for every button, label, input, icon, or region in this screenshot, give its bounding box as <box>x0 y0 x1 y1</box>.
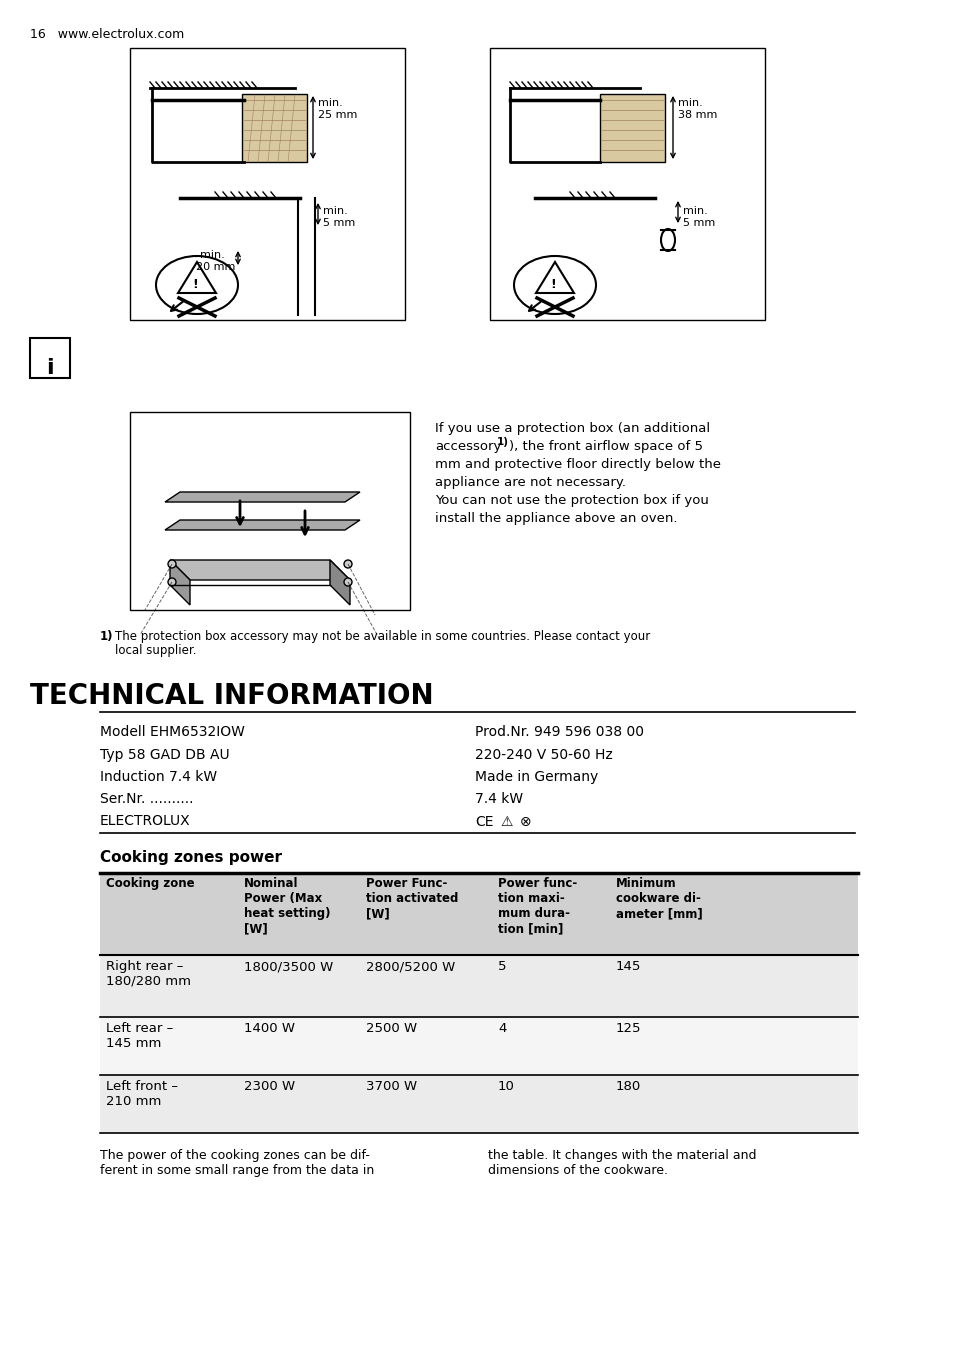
Text: min.: min. <box>200 250 225 260</box>
Text: TECHNICAL INFORMATION: TECHNICAL INFORMATION <box>30 681 434 710</box>
Text: appliance are not necessary.: appliance are not necessary. <box>435 476 625 489</box>
Text: Induction 7.4 kW: Induction 7.4 kW <box>100 771 217 784</box>
Text: 3700 W: 3700 W <box>366 1080 416 1092</box>
Text: the table. It changes with the material and
dimensions of the cookware.: the table. It changes with the material … <box>488 1149 756 1178</box>
Text: Cooking zones power: Cooking zones power <box>100 850 282 865</box>
Text: 38 mm: 38 mm <box>678 110 717 120</box>
Text: Typ 58 GAD DB AU: Typ 58 GAD DB AU <box>100 748 230 763</box>
Text: The protection box accessory may not be available in some countries. Please cont: The protection box accessory may not be … <box>115 630 650 644</box>
Text: !: ! <box>192 279 197 291</box>
Text: Minimum
cookware di-
ameter [mm]: Minimum cookware di- ameter [mm] <box>616 877 702 919</box>
Text: ⚠: ⚠ <box>499 815 512 829</box>
Circle shape <box>168 560 175 568</box>
Text: min.: min. <box>678 97 702 108</box>
Text: Ser.Nr. ..........: Ser.Nr. .......... <box>100 792 193 806</box>
Text: 2500 W: 2500 W <box>366 1022 416 1036</box>
Text: 4: 4 <box>497 1022 506 1036</box>
Bar <box>100 1017 857 1075</box>
Bar <box>130 412 410 610</box>
Text: 7.4 kW: 7.4 kW <box>475 792 522 806</box>
Ellipse shape <box>156 256 237 314</box>
Text: 2800/5200 W: 2800/5200 W <box>366 960 455 973</box>
Text: 5 mm: 5 mm <box>682 218 715 228</box>
Circle shape <box>344 579 352 585</box>
Bar <box>599 95 664 162</box>
Text: ), the front airflow space of 5: ), the front airflow space of 5 <box>509 439 702 453</box>
Text: 1): 1) <box>497 437 509 448</box>
Text: install the appliance above an oven.: install the appliance above an oven. <box>435 512 677 525</box>
Ellipse shape <box>660 228 675 251</box>
Bar <box>30 338 70 379</box>
Text: Left front –
210 mm: Left front – 210 mm <box>106 1080 178 1109</box>
Text: mm and protective floor directly below the: mm and protective floor directly below t… <box>435 458 720 470</box>
Text: 25 mm: 25 mm <box>317 110 357 120</box>
Text: 5 mm: 5 mm <box>323 218 355 228</box>
Text: 20 mm: 20 mm <box>195 262 235 272</box>
Text: Cooking zone: Cooking zone <box>106 877 194 890</box>
Polygon shape <box>165 492 359 502</box>
Text: 145: 145 <box>616 960 640 973</box>
Text: min.: min. <box>682 206 707 216</box>
Polygon shape <box>330 560 350 604</box>
Text: 180: 180 <box>616 1080 640 1092</box>
Text: !: ! <box>550 279 556 291</box>
Text: 220-240 V 50-60 Hz: 220-240 V 50-60 Hz <box>475 748 612 763</box>
Text: 10: 10 <box>497 1080 515 1092</box>
Text: If you use a protection box (an additional: If you use a protection box (an addition… <box>435 422 709 435</box>
Circle shape <box>168 579 175 585</box>
Text: CE: CE <box>475 815 493 829</box>
Text: Power func-
tion maxi-
mum dura-
tion [min]: Power func- tion maxi- mum dura- tion [m… <box>497 877 577 936</box>
Text: Left rear –
145 mm: Left rear – 145 mm <box>106 1022 173 1051</box>
Bar <box>242 95 307 162</box>
Text: min.: min. <box>323 206 348 216</box>
Polygon shape <box>170 560 350 580</box>
Text: 2300 W: 2300 W <box>244 1080 294 1092</box>
Polygon shape <box>170 560 190 604</box>
Text: 5: 5 <box>497 960 506 973</box>
Text: min.: min. <box>317 97 342 108</box>
Ellipse shape <box>514 256 596 314</box>
Bar <box>100 873 857 955</box>
Text: 1800/3500 W: 1800/3500 W <box>244 960 333 973</box>
Text: You can not use the protection box if you: You can not use the protection box if yo… <box>435 493 708 507</box>
Text: Modell EHM6532IOW: Modell EHM6532IOW <box>100 725 245 740</box>
Text: ELECTROLUX: ELECTROLUX <box>100 814 191 827</box>
Bar <box>490 49 764 320</box>
Text: 1400 W: 1400 W <box>244 1022 294 1036</box>
Bar <box>130 49 405 320</box>
Text: Made in Germany: Made in Germany <box>475 771 598 784</box>
Text: 125: 125 <box>616 1022 640 1036</box>
Bar <box>100 955 857 1017</box>
Text: ⊗: ⊗ <box>519 815 531 829</box>
Polygon shape <box>165 521 359 530</box>
Text: i: i <box>46 358 53 379</box>
Text: accessory: accessory <box>435 439 501 453</box>
Circle shape <box>344 560 352 568</box>
Text: Right rear –
180/280 mm: Right rear – 180/280 mm <box>106 960 191 988</box>
Text: 16   www.electrolux.com: 16 www.electrolux.com <box>30 28 184 41</box>
Text: The power of the cooking zones can be dif-
ferent in some small range from the d: The power of the cooking zones can be di… <box>100 1149 374 1178</box>
Text: 1): 1) <box>100 630 113 644</box>
Text: Prod.Nr. 949 596 038 00: Prod.Nr. 949 596 038 00 <box>475 725 643 740</box>
Bar <box>100 1075 857 1133</box>
Text: Nominal
Power (Max
heat setting)
[W]: Nominal Power (Max heat setting) [W] <box>244 877 330 936</box>
Text: local supplier.: local supplier. <box>115 644 196 657</box>
Text: Power Func-
tion activated
[W]: Power Func- tion activated [W] <box>366 877 457 919</box>
